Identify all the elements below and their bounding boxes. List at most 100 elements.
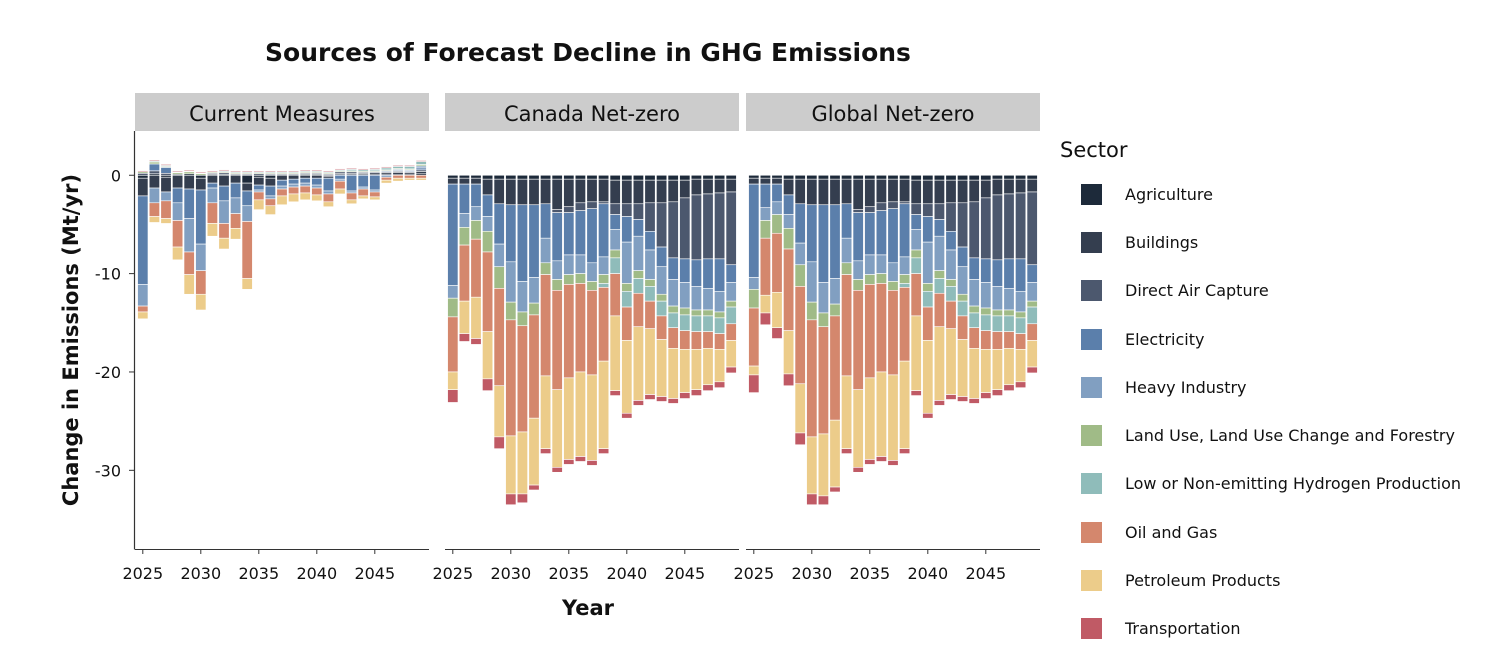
bar-segment [300,178,310,183]
bar-segment [1004,385,1014,391]
bar-segment [184,189,194,219]
legend-item[interactable]: Buildings [1060,218,1461,266]
bar-segment [277,186,287,189]
bar-segment [358,169,368,170]
bar-segment [207,175,217,183]
bar-segment [277,175,287,180]
bar-segment [865,275,875,285]
bar-segment [830,487,840,492]
bar-segment [841,175,851,179]
bar-segment [587,460,597,465]
bar-segment [552,210,562,213]
bar-segment [529,175,539,179]
bar-segment [911,175,921,180]
bar-segment [219,170,229,171]
bar-segment [946,250,956,280]
bar-segment [795,179,805,204]
bar-segment [668,258,678,280]
bar-segment [265,186,275,196]
legend-item[interactable]: Petroleum Products [1060,556,1461,604]
bar-segment [265,199,275,206]
bar-segment [207,188,217,203]
bar-segment [783,374,793,386]
bar-segment [703,288,713,310]
bar-segment [265,175,275,178]
bar-segment [946,175,956,180]
legend-item[interactable]: Transportation [1060,605,1461,653]
bar-segment [992,175,1002,179]
bar-segment [312,185,322,188]
bar-segment [196,294,206,310]
bar-segment [969,258,979,280]
bar-segment [529,278,539,304]
bar-segment [923,175,933,180]
bar-segment [865,284,875,377]
bar-segment [923,413,933,418]
bar-segment [645,280,655,287]
legend-label: Petroleum Products [1125,571,1280,590]
bar-segment [393,165,403,166]
bar-segment [946,301,956,329]
x-axis-label: Year [561,596,615,620]
x-tick-label: 2040 [606,564,647,583]
bar-segment [404,175,414,178]
bar-segment [888,179,898,202]
bar-segment [529,315,539,418]
legend-item[interactable]: Electricity [1060,315,1461,363]
bar-segment [691,390,701,396]
bar-segment [575,274,585,284]
bar-segment [992,332,1002,350]
bar-segment [230,214,240,229]
facet-strip-label: Global Net-zero [811,102,974,126]
bar-segment [1015,382,1025,388]
bar-segment [645,329,655,395]
bar-segment [622,175,632,180]
bar-segment [448,178,458,184]
facet-strip-label: Current Measures [189,102,375,126]
bar-segment [749,184,759,277]
bar-segment [323,171,333,172]
bar-segment [575,179,585,203]
bar-segment [645,286,655,301]
bar-segment [749,278,759,290]
bar-segment [506,320,516,436]
bar-segment [772,184,782,202]
legend-swatch [1081,280,1102,301]
bar-segment [242,183,252,191]
bar-segment [726,301,736,307]
legend-item[interactable]: Land Use, Land Use Change and Forestry [1060,411,1461,459]
legend-item[interactable]: Direct Air Capture [1060,267,1461,315]
bar-segment [610,215,620,230]
bar-segment [772,215,782,234]
bar-segment [876,211,886,255]
legend-item[interactable]: Heavy Industry [1060,363,1461,411]
bar-segment [161,201,171,219]
legend-item[interactable]: Low or Non-emitting Hydrogen Production [1060,460,1461,508]
legend-title: Sector [1060,138,1461,162]
bar-segment [254,192,264,200]
legend-item[interactable]: Agriculture [1060,170,1461,218]
legend-item[interactable]: Oil and Gas [1060,508,1461,556]
bar-segment [622,217,632,243]
bar-segment [335,189,345,194]
bar-segment [506,302,516,320]
bar-segment [312,188,322,195]
bar-segment [656,397,666,402]
bar-segment [1015,193,1025,259]
bar-segment [783,175,793,179]
bar-segment [622,242,632,283]
bar-segment [482,179,492,195]
bar-segment [888,281,898,290]
x-tick-label: 2045 [664,564,705,583]
bar-segment [1027,340,1037,367]
bar-segment [691,286,701,310]
bar-segment [494,386,504,437]
bar-segment [1027,282,1037,301]
bar-segment [934,175,944,180]
bar-segment [656,301,666,316]
bar-segment [911,391,921,396]
bar-segment [899,204,909,257]
bar-segment [957,340,967,397]
bar-segment [575,175,585,179]
bar-segment [830,279,840,305]
